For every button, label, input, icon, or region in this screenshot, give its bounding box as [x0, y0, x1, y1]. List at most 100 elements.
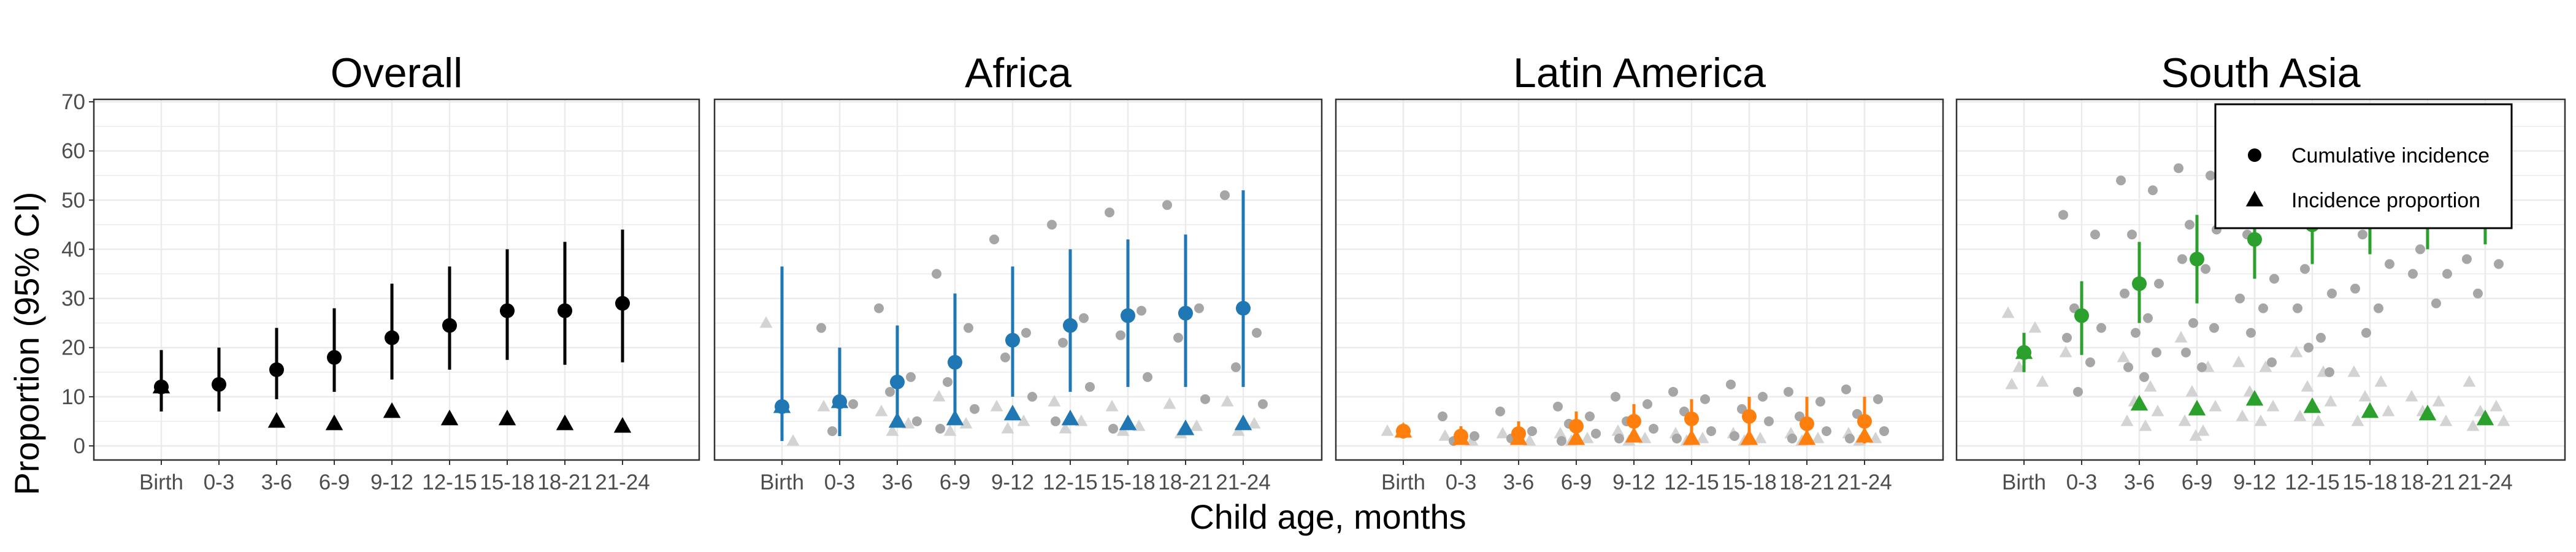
cohort-cumulative-point: [1220, 190, 1230, 201]
x-tick-label: 6-9: [940, 470, 971, 494]
x-tick-label: 21-24: [595, 470, 650, 494]
cumulative-incidence-point: [154, 379, 169, 394]
cohort-cumulative-point: [2235, 293, 2245, 304]
cumulative-incidence-point: [212, 377, 226, 392]
cohort-cumulative-point: [816, 323, 826, 333]
cohort-incidence-point: [2059, 345, 2072, 358]
cohort-incidence-point: [990, 399, 1003, 412]
panel-title: Africa: [965, 50, 1071, 96]
x-tick-label: 15-18: [2342, 470, 2398, 494]
cohort-cumulative-point: [1162, 200, 1172, 210]
cohort-incidence-point: [2351, 414, 2364, 426]
x-tick-label: 3-6: [261, 470, 293, 494]
y-tick-label: 60: [61, 139, 85, 163]
cohort-cumulative-point: [1730, 431, 1739, 441]
cohort-cumulative-point: [2096, 323, 2106, 333]
cohort-cumulative-point: [1726, 379, 1736, 389]
cohort-incidence-point: [2290, 345, 2303, 358]
x-tick-label: 12-15: [1664, 470, 1719, 494]
cohort-cumulative-point: [1058, 337, 1068, 348]
cohort-incidence-point: [886, 424, 899, 436]
cumulative-incidence-point: [1569, 418, 1584, 434]
cohort-incidence-point: [875, 404, 888, 416]
cohort-cumulative-point: [2154, 278, 2164, 289]
y-axis-title: Proportion (95% CI): [7, 192, 46, 496]
x-tick-label: 21-24: [1837, 470, 1892, 494]
cohort-incidence-point: [902, 416, 915, 429]
cohort-incidence-point: [2497, 414, 2510, 426]
cohort-incidence-point: [2432, 394, 2445, 407]
incidence-proportion-point: [1798, 429, 1816, 445]
incidence-proportion-point: [1176, 419, 1195, 435]
cohort-cumulative-point: [1614, 433, 1624, 443]
x-tick-label: 15-18: [480, 470, 535, 494]
cohort-cumulative-point: [2415, 244, 2425, 255]
cohort-incidence-point: [2439, 414, 2453, 426]
cohort-cumulative-point: [2085, 357, 2095, 367]
cohort-cumulative-point: [1845, 433, 1855, 443]
incidence-proportion-point: [2418, 404, 2437, 421]
cohort-incidence-point: [1523, 434, 1536, 446]
cohort-incidence-point: [817, 399, 830, 412]
cohort-cumulative-point: [1116, 330, 1125, 340]
incidence-proportion-point: [440, 409, 459, 426]
x-tick-label: 18-21: [1158, 470, 1213, 494]
x-tick-label: 9-12: [991, 470, 1034, 494]
cohort-cumulative-point: [970, 404, 979, 414]
y-tick-label: 30: [61, 287, 85, 311]
cohort-cumulative-point: [2062, 332, 2072, 343]
cohort-cumulative-point: [2494, 259, 2504, 269]
cohort-cumulative-point: [827, 426, 837, 436]
cohort-incidence-point: [943, 424, 957, 436]
x-tick-label: 9-12: [1612, 470, 1655, 494]
cohort-cumulative-point: [2058, 210, 2068, 220]
cohort-incidence-point: [2120, 414, 2134, 426]
incidence-proportion-point: [1234, 414, 1252, 431]
cohort-cumulative-point: [1668, 386, 1678, 397]
incidence-proportion-point: [2303, 397, 2321, 413]
cohort-cumulative-point: [2123, 362, 2133, 372]
cohort-incidence-point: [1132, 419, 1146, 431]
cohort-incidence-point: [2259, 360, 2272, 372]
incidence-proportion-point: [1682, 429, 1701, 445]
x-tick-label: 3-6: [2124, 470, 2155, 494]
cohort-cumulative-point: [1231, 362, 1241, 372]
cohort-cumulative-point: [1764, 416, 1774, 426]
legend-label-incidence: Incidence proportion: [2291, 189, 2480, 212]
cohort-cumulative-point: [848, 399, 858, 409]
x-tick-label: 0-3: [824, 470, 856, 494]
y-tick-label: 70: [61, 90, 85, 114]
incidence-proportion-point: [946, 409, 964, 426]
x-tick-label: 0-3: [1446, 470, 1477, 494]
cumulative-incidence-point: [1800, 416, 1814, 431]
cohort-incidence-point: [2347, 365, 2361, 377]
cohort-cumulative-point: [906, 372, 916, 382]
cohort-cumulative-point: [1108, 423, 1118, 434]
incidence-proportion-point: [2245, 389, 2264, 406]
cohort-incidence-point: [1811, 431, 1825, 443]
cohort-incidence-point: [1554, 426, 1567, 439]
cohort-incidence-point: [959, 416, 973, 429]
cohort-incidence-point: [2139, 419, 2152, 431]
y-tick-label: 50: [61, 188, 85, 212]
cohort-cumulative-point: [2316, 332, 2326, 343]
cohort-cumulative-point: [1027, 391, 1037, 402]
cumulative-incidence-point: [269, 362, 284, 377]
cohort-cumulative-point: [1470, 431, 1479, 441]
cumulative-incidence-point: [2132, 276, 2147, 291]
cohort-cumulative-point: [1143, 372, 1152, 382]
cohort-cumulative-point: [1784, 386, 1793, 397]
x-tick-label: 15-18: [1722, 470, 1777, 494]
panel-border: [1955, 98, 2566, 461]
cohort-cumulative-point: [2325, 367, 2334, 377]
cohort-cumulative-point: [1438, 411, 1447, 421]
cohort-cumulative-point: [2185, 220, 2195, 230]
x-tick-label: 21-24: [2458, 470, 2513, 494]
cohort-incidence-point: [2324, 394, 2337, 407]
cohort-cumulative-point: [964, 323, 973, 333]
incidence-proportion-point: [2476, 409, 2494, 426]
cohort-incidence-point: [1017, 414, 1030, 426]
cohort-incidence-point: [2293, 409, 2307, 421]
cumulative-incidence-point: [1063, 318, 1078, 333]
